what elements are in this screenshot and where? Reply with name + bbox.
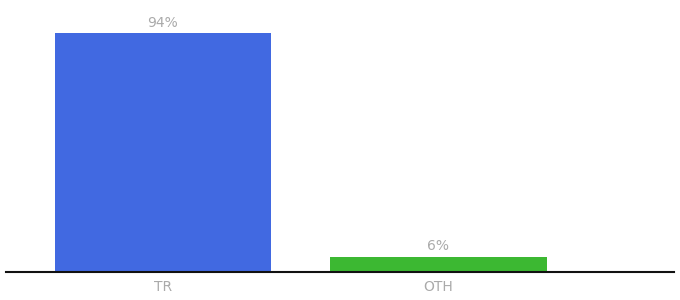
Bar	[54, 34, 271, 272]
Bar	[330, 257, 547, 272]
Text: 94%: 94%	[148, 16, 178, 30]
Text: 6%: 6%	[427, 239, 449, 253]
